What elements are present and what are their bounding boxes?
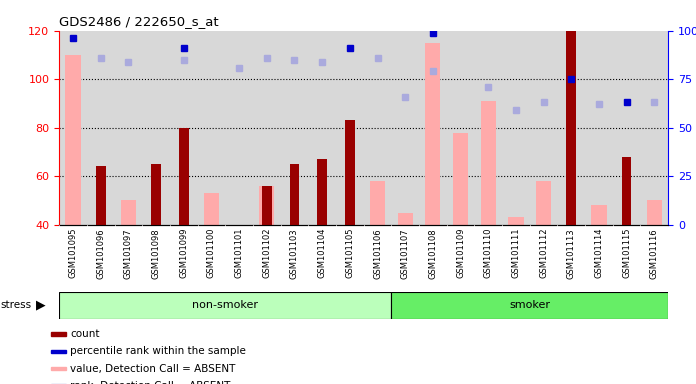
Bar — [391, 31, 419, 225]
Text: stress: stress — [1, 300, 32, 310]
Text: GSM101104: GSM101104 — [317, 228, 326, 278]
Bar — [52, 367, 66, 370]
Bar — [198, 31, 226, 225]
Bar — [262, 186, 271, 225]
Text: GSM101102: GSM101102 — [262, 228, 271, 278]
Bar — [447, 31, 475, 225]
Bar — [567, 31, 576, 225]
Bar — [151, 164, 161, 225]
Bar — [204, 193, 219, 225]
Text: smoker: smoker — [509, 300, 551, 310]
Text: GSM101099: GSM101099 — [180, 228, 188, 278]
Text: GSM101097: GSM101097 — [124, 228, 133, 279]
Text: GSM101112: GSM101112 — [539, 228, 548, 278]
Bar — [59, 31, 87, 225]
Text: ▶: ▶ — [36, 299, 46, 312]
Bar — [481, 101, 496, 225]
Bar — [170, 31, 198, 225]
Bar — [530, 31, 557, 225]
Text: rank, Detection Call = ABSENT: rank, Detection Call = ABSENT — [70, 381, 230, 384]
Text: GSM101110: GSM101110 — [484, 228, 493, 278]
Text: GSM101105: GSM101105 — [345, 228, 354, 278]
Text: GSM101111: GSM101111 — [512, 228, 521, 278]
Bar — [397, 212, 413, 225]
Text: GSM101115: GSM101115 — [622, 228, 631, 278]
Text: non-smoker: non-smoker — [192, 300, 258, 310]
Text: GSM101106: GSM101106 — [373, 228, 382, 279]
Text: GSM101114: GSM101114 — [594, 228, 603, 278]
Bar — [317, 159, 327, 225]
Text: percentile rank within the sample: percentile rank within the sample — [70, 346, 246, 356]
Text: GDS2486 / 222650_s_at: GDS2486 / 222650_s_at — [59, 15, 219, 28]
Bar — [425, 43, 441, 225]
Bar — [391, 292, 668, 319]
Bar — [364, 31, 391, 225]
Bar — [592, 205, 607, 225]
Bar — [59, 292, 391, 319]
Bar — [475, 31, 502, 225]
Bar — [120, 200, 136, 225]
Text: GSM101109: GSM101109 — [456, 228, 465, 278]
Text: count: count — [70, 329, 100, 339]
Bar — [87, 31, 115, 225]
Text: GSM101098: GSM101098 — [152, 228, 161, 279]
Bar — [612, 31, 640, 225]
Text: GSM101096: GSM101096 — [96, 228, 105, 279]
Bar — [259, 186, 274, 225]
Text: GSM101116: GSM101116 — [650, 228, 659, 279]
Bar — [96, 167, 106, 225]
Bar — [226, 31, 253, 225]
Bar — [253, 31, 280, 225]
Text: GSM101113: GSM101113 — [567, 228, 576, 279]
Bar — [536, 181, 551, 225]
Bar — [370, 181, 385, 225]
Bar — [115, 31, 142, 225]
Bar — [280, 31, 308, 225]
Bar — [585, 31, 612, 225]
Bar — [52, 349, 66, 353]
Text: GSM101107: GSM101107 — [401, 228, 410, 279]
Bar — [453, 132, 468, 225]
Bar — [52, 333, 66, 336]
Bar — [65, 55, 81, 225]
Bar — [179, 128, 189, 225]
Bar — [502, 31, 530, 225]
Bar — [290, 164, 299, 225]
Bar — [557, 31, 585, 225]
Bar — [142, 31, 170, 225]
Bar — [336, 31, 364, 225]
Bar — [647, 200, 662, 225]
Text: value, Detection Call = ABSENT: value, Detection Call = ABSENT — [70, 364, 235, 374]
Text: GSM101095: GSM101095 — [68, 228, 77, 278]
Text: GSM101108: GSM101108 — [428, 228, 437, 279]
Text: GSM101100: GSM101100 — [207, 228, 216, 278]
Text: GSM101101: GSM101101 — [235, 228, 244, 278]
Bar — [419, 31, 447, 225]
Bar — [622, 157, 631, 225]
Bar — [640, 31, 668, 225]
Bar — [345, 121, 355, 225]
Bar — [508, 217, 523, 225]
Text: GSM101103: GSM101103 — [290, 228, 299, 279]
Bar — [308, 31, 336, 225]
